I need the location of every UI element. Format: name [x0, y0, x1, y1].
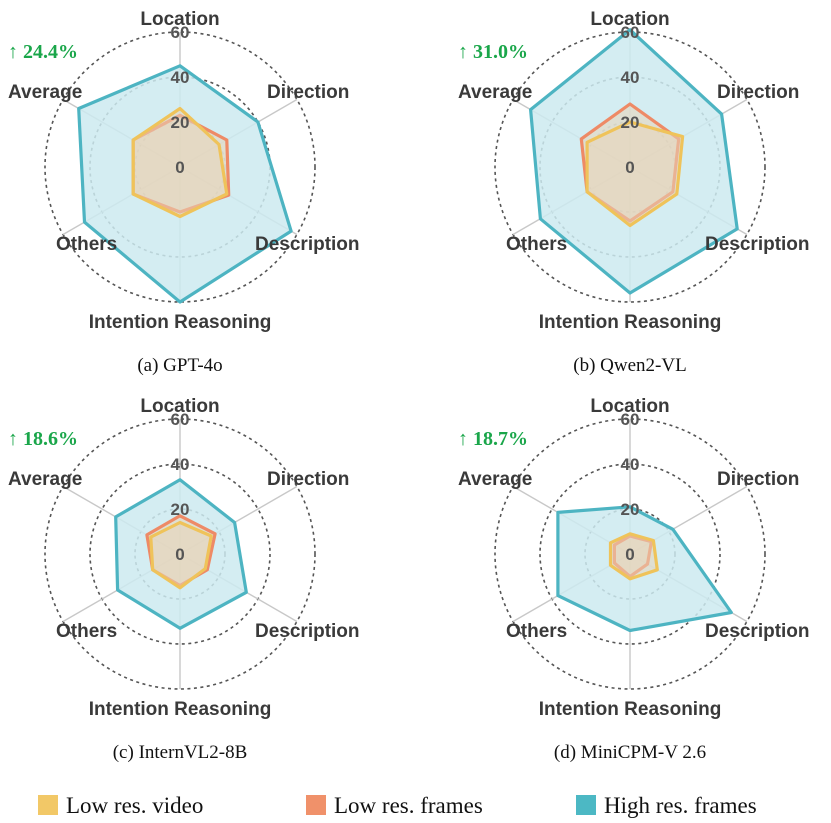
- tick-label-40: 40: [171, 68, 190, 87]
- gain-label: ↑ 31.0%: [458, 41, 528, 63]
- axis-label-intention-reasoning: Intention Reasoning: [89, 312, 272, 333]
- panel-caption: (a) GPT-4o: [137, 355, 222, 376]
- series-low-res-video-polygon: [585, 120, 685, 228]
- axis-label-others: Others: [56, 621, 117, 642]
- tick-label-60: 60: [621, 410, 640, 429]
- gain-label: ↑ 18.7%: [458, 428, 528, 450]
- axis-label-location: Location: [140, 9, 219, 30]
- tick-label-40: 40: [171, 455, 190, 474]
- tick-label-40: 40: [621, 455, 640, 474]
- axis-label-intention-reasoning: Intention Reasoning: [89, 699, 272, 720]
- axis-label-average: Average: [8, 82, 82, 103]
- radar-panel-b: 0 20 40 60 Location Direction Descriptio…: [458, 9, 810, 376]
- tick-label-20: 20: [171, 113, 190, 132]
- axis-label-others: Others: [56, 234, 117, 255]
- axis-label-others: Others: [506, 621, 567, 642]
- axis-label-direction: Direction: [267, 82, 349, 103]
- series-low-res-video-polygon: [131, 106, 229, 219]
- grid-ring-60: [44, 31, 316, 303]
- tick-label-20: 20: [621, 500, 640, 519]
- legend-swatch-low-res-frames: [306, 795, 326, 815]
- tick-label-40: 40: [621, 68, 640, 87]
- legend-label-low-res-frames: Low res. frames: [334, 793, 483, 818]
- radar-series: [114, 478, 248, 630]
- gain-label: ↑ 18.6%: [8, 428, 78, 450]
- radar-panel-c: 0 20 40 60 Location Direction Descriptio…: [8, 396, 360, 763]
- axis-label-description: Description: [255, 234, 360, 255]
- tick-label-20: 20: [171, 500, 190, 519]
- tick-label-60: 60: [171, 410, 190, 429]
- axis-label-direction: Direction: [267, 469, 349, 490]
- axis-label-description: Description: [705, 621, 810, 642]
- panel-caption: (b) Qwen2-VL: [573, 355, 686, 376]
- grid-ring-60: [494, 418, 766, 690]
- legend-label-high-res-frames: High res. frames: [604, 793, 757, 818]
- series-low-res-video-polygon: [608, 532, 659, 581]
- axis-label-intention-reasoning: Intention Reasoning: [539, 699, 722, 720]
- axis-label-direction: Direction: [717, 82, 799, 103]
- grid-ring-60: [44, 418, 316, 690]
- tick-label-0: 0: [175, 545, 184, 564]
- legend-swatch-low-res-video: [38, 795, 58, 815]
- axis-label-average: Average: [458, 469, 532, 490]
- gain-label: ↑ 24.4%: [8, 41, 78, 63]
- axis-label-average: Average: [458, 82, 532, 103]
- tick-label-60: 60: [621, 23, 640, 42]
- axis-label-average: Average: [8, 469, 82, 490]
- axis-label-intention-reasoning: Intention Reasoning: [539, 312, 722, 333]
- radar-panel-d: 0 20 40 60 Location Direction Descriptio…: [458, 396, 810, 763]
- panel-caption: (c) InternVL2-8B: [113, 742, 248, 763]
- axis-label-others: Others: [506, 234, 567, 255]
- radar-series: [77, 64, 293, 304]
- axis-label-location: Location: [140, 396, 219, 417]
- grid-ring-60: [494, 31, 766, 303]
- axis-label-location: Location: [590, 9, 669, 30]
- radar-series: [556, 505, 733, 633]
- tick-label-0: 0: [625, 158, 634, 177]
- legend-swatch-high-res-frames: [576, 795, 596, 815]
- panel-caption: (d) MiniCPM-V 2.6: [554, 742, 706, 763]
- axis-label-description: Description: [705, 234, 810, 255]
- axis-label-location: Location: [590, 396, 669, 417]
- tick-label-20: 20: [621, 113, 640, 132]
- tick-label-60: 60: [171, 23, 190, 42]
- legend: Low res. video Low res. frames High res.…: [38, 793, 757, 818]
- radar-panel-a: 0 20 40 60 Location Direction Descriptio…: [8, 9, 360, 376]
- series-low-res-video-polygon: [149, 520, 213, 590]
- tick-label-0: 0: [175, 158, 184, 177]
- axis-label-direction: Direction: [717, 469, 799, 490]
- legend-label-low-res-video: Low res. video: [66, 793, 203, 818]
- radar-series: [528, 28, 739, 295]
- axis-label-description: Description: [255, 621, 360, 642]
- tick-label-0: 0: [625, 545, 634, 564]
